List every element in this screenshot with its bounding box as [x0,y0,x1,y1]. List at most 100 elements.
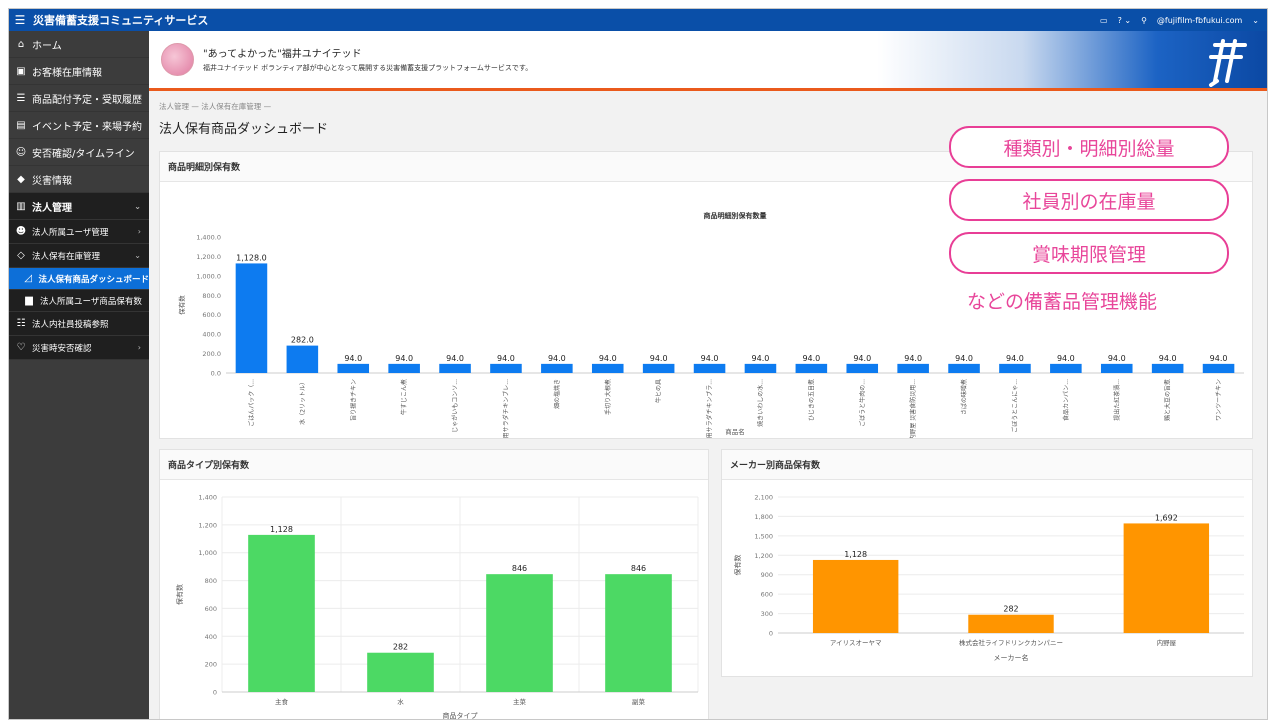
bar [541,363,573,373]
sidebar-item-label: 法人内社員投稿参照 [32,319,109,330]
data-label: 846 [512,564,527,573]
x-tick-label: SABAR × 内野屋 災害食防災用... [909,379,917,438]
bar [367,652,434,692]
main-content: "あってよかった"福井ユナイテッド 福井ユナイテッド ボランティア部が中心となっ… [149,31,1267,719]
x-tick-label: ひじきの五目煮 [807,379,815,421]
data-label: 282 [1003,605,1018,614]
app-title[interactable]: 災害備蓄支援コミュニティサービス [33,14,209,27]
x-tick-label: 内野屋 [1157,638,1177,647]
data-label: 1,128 [844,550,867,559]
data-label: 94.0 [1057,354,1075,363]
card-maker: メーカー別商品保有数 0 300 600 900 1,200 1,500 1,800 2,10… [721,449,1253,677]
card-title: 商品タイプ別保有数 [160,450,708,480]
data-label: 94.0 [1210,354,1228,363]
bar [812,559,899,633]
sidebar-item[interactable]: ▥ 法人管理 ⌄ [9,193,149,220]
callout-bubble: 賞味期限管理 [949,232,1229,274]
sidebar-item-label: 安否確認/タイムライン [32,148,135,160]
x-tick-label: 株式会社ライフドリンクカンパニー [959,638,1063,647]
chat-icon[interactable]: ▭ [1100,15,1108,25]
x-tick-label: 鶏と大豆の旨煮 [1164,379,1172,421]
sidebar-item[interactable]: ◇ 法人保有在庫管理 ⌄ [9,244,149,268]
y-tick-label: 1,200 [754,552,773,560]
people-icon: ☺ [15,146,27,158]
sidebar-item-label: 法人所属ユーザ管理 [32,227,109,238]
sidebar-item[interactable]: ☺ 安否確認/タイムライン [9,139,149,166]
top-bar: ☰ 災害備蓄支援コミュニティサービス ▭ ? ⌄ ⚲ @fujifilm-fbf… [9,9,1267,31]
sidebar-item[interactable]: ☷ 法人内社員投稿参照 [9,312,149,336]
data-label: 1,128 [270,525,293,534]
hero-title: "あってよかった"福井ユナイテッド [203,49,362,60]
y-tick-label: 300 [761,610,773,618]
y-tick-label: 1,200 [198,521,217,529]
data-label: 94.0 [1108,354,1126,363]
data-label: 94.0 [497,354,515,363]
data-label: 94.0 [1006,354,1024,363]
sidebar-item[interactable]: ▣ お客様在庫情報 [9,58,149,85]
y-tick-label: 1,500 [754,532,773,540]
home-icon: ⌂ [17,38,25,50]
sidebar-item-label: お客様在庫情報 [32,67,102,79]
sidebar-item[interactable]: ◿ 法人保有商品ダッシュボード [9,268,149,290]
x-tick-label: 牛ヒの具 [655,379,663,403]
bar [999,363,1031,373]
bar [605,574,672,692]
bar [968,614,1054,633]
bar [1151,363,1184,373]
bar [1123,523,1210,633]
fukui-united-logo-icon [1209,39,1247,87]
sidebar-item[interactable]: ⌂ ホーム [9,31,149,58]
y-tick-label: 1,800 [754,513,773,521]
y-axis-label: 保有数 [177,295,186,315]
user-icon[interactable]: ⚲ [1141,15,1147,25]
sidebar-item[interactable]: ☻ 法人所属ユーザ管理 › [9,220,149,244]
sidebar-item[interactable]: ◆ 災害情報 [9,166,149,193]
data-label: 94.0 [853,354,871,363]
y-axis-label: 保有数 [175,584,184,605]
bar [439,363,471,373]
data-label: 94.0 [904,354,922,363]
x-tick-label: 主食 [275,697,289,706]
data-label: 1,128.0 [236,253,267,262]
x-tick-label: 牛すじこん煮 [400,379,408,415]
sidebar-item[interactable]: ▆ 法人所属ユーザ商品保有数 [9,290,149,312]
y-tick-label: 1,000 [198,549,217,557]
chevron-down-icon[interactable]: ⌄ [1252,15,1259,25]
bar [235,263,268,373]
bar [1050,363,1082,373]
sidebar-item-label: 法人保有在庫管理 [32,251,101,262]
callout-bubble: 種類別・明細別総量 [949,126,1229,168]
user-email[interactable]: @fujifilm-fbfukui.com [1156,15,1243,25]
x-tick-label: じゃがいもコンソ... [451,379,459,433]
sidebar-item[interactable]: ♡ 災害時安否確認 › [9,336,149,360]
calendar-icon: ▤ [16,119,26,131]
data-label: 94.0 [752,354,770,363]
alert-icon: ◆ [17,173,25,185]
data-label: 94.0 [802,354,820,363]
hamburger-menu-icon[interactable]: ☰ [14,13,26,27]
y-tick-label: 600 [761,591,773,599]
chevron-icon: ⌄ [134,251,141,260]
bar-icon: ▆ [25,295,33,306]
callout-note: などの備蓄品管理機能 [967,291,1158,313]
avatar [161,43,194,76]
bar [388,363,420,373]
sidebar-item-label: 法人保有商品ダッシュボード [38,274,149,285]
y-tick-label: 1,200.0 [196,253,221,261]
breadcrumb[interactable]: 法人管理 — 法人保有在庫管理 — [159,102,272,111]
sidebar-item[interactable]: ▤ イベント予定・来場予約 [9,112,149,139]
x-tick-label: 水 [397,697,404,706]
list-icon: ☰ [16,92,26,104]
y-tick-label: 0 [213,689,217,697]
sidebar-item[interactable]: ☰ 商品配付予定・受取履歴 [9,85,149,112]
y-tick-label: 200.0 [202,350,221,358]
data-label: 94.0 [650,354,668,363]
y-tick-label: 2,100 [754,494,773,502]
y-tick-label: 800 [205,577,217,585]
callout-bubble: 社員別の在庫量 [949,179,1229,221]
x-tick-label: 副菜 [632,697,646,706]
bar [486,574,553,692]
x-tick-label: 手切り大根煮 [604,379,612,415]
help-icon[interactable]: ? ⌄ [1117,15,1132,25]
x-tick-label: 提出た紅茶漬... [1113,379,1121,421]
